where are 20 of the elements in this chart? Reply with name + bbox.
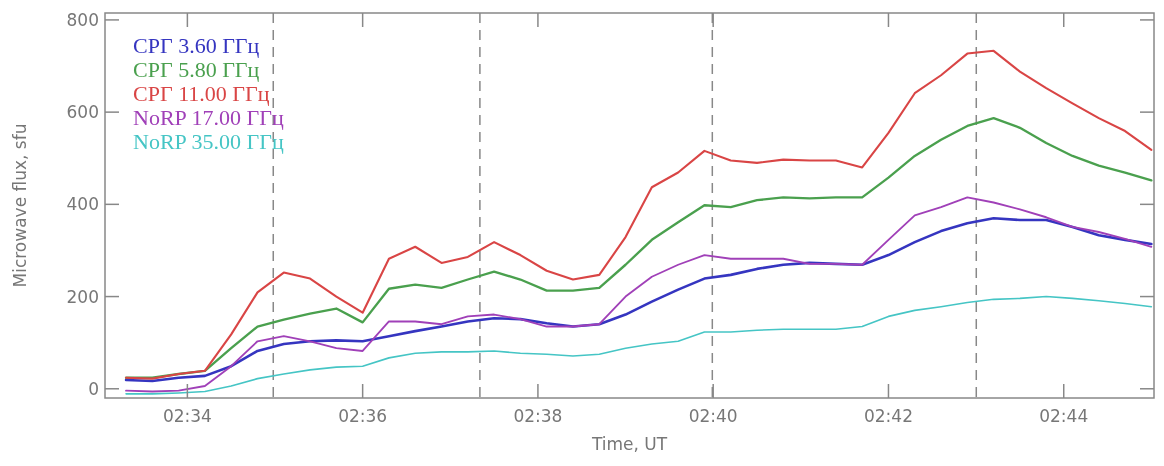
line-series <box>125 295 1153 395</box>
x-axis-title: Time, UT <box>590 434 668 454</box>
x-tick-label: 02:42 <box>863 406 913 426</box>
y-tick-label: 0 <box>88 378 99 399</box>
text: СРГ 11.00 ГГц <box>133 81 270 106</box>
y-axis-title: Microwave flux, sfu <box>10 123 30 288</box>
text: NoRP 35.00 ГГц <box>133 129 284 154</box>
x-tick-label: 02:38 <box>513 406 563 426</box>
y-tick-label: 400 <box>66 194 99 215</box>
text: NoRP 17.00 ГГц <box>133 105 284 130</box>
x-tick-label: 02:44 <box>1039 406 1089 426</box>
x-tick-label: 02:40 <box>688 406 738 426</box>
x-tick-label: 02:36 <box>338 406 388 426</box>
line-series <box>125 196 1153 393</box>
y-tick-label: 200 <box>66 286 99 307</box>
y-tick-label: 600 <box>66 102 99 123</box>
text: СРГ 3.60 ГГц <box>133 33 260 58</box>
text: СРГ 5.80 ГГц <box>133 57 260 82</box>
y-tick-label: 800 <box>66 9 99 30</box>
x-tick-label: 02:34 <box>162 406 212 426</box>
